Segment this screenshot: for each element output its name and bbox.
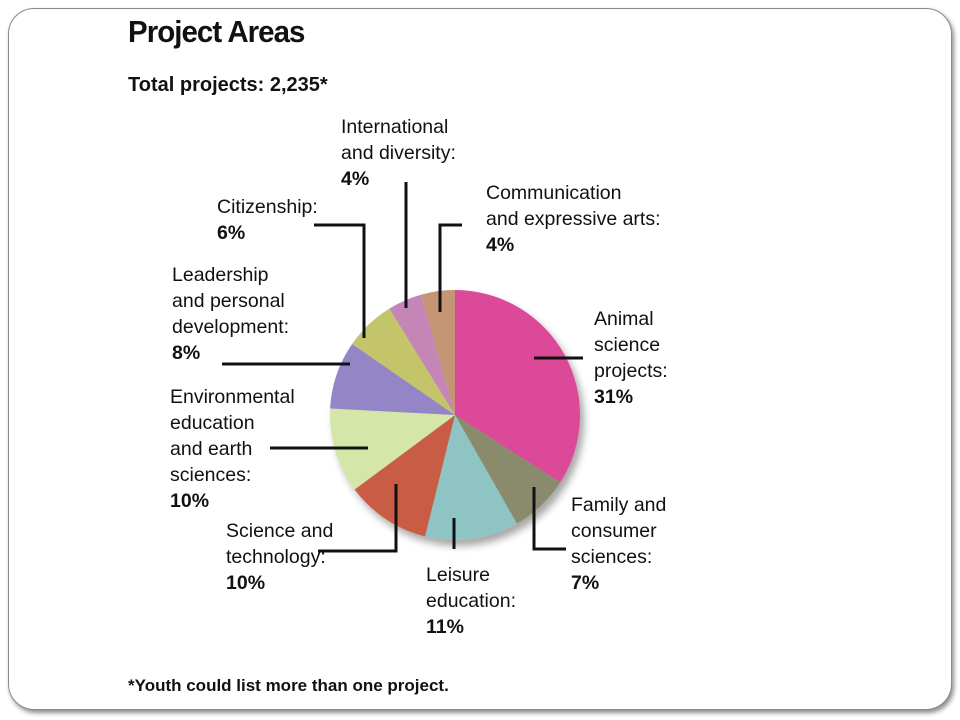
- slice-label-1: Animal science projects: 31%: [594, 306, 668, 410]
- slice-label-line: Family and: [571, 494, 667, 516]
- slice-label-line: Citizenship:: [217, 196, 318, 218]
- slice-label-5: Environmental education and earth sciences:…: [170, 384, 295, 514]
- pie-slice-8: [389, 294, 455, 415]
- leader-line-4: [318, 484, 398, 553]
- pie-slice-5: [330, 408, 455, 490]
- slice-label-line: consumer: [571, 520, 657, 542]
- chart-title: Project Areas: [128, 14, 305, 49]
- pie-slice-3: [425, 415, 517, 541]
- slice-label-line: education: [170, 412, 255, 434]
- slice-label-line: Leadership: [172, 264, 269, 286]
- slice-label-line: Communication: [486, 182, 622, 204]
- slice-label-line: science: [594, 334, 661, 356]
- pie-slice-6: [330, 343, 455, 415]
- slice-percent: 31%: [594, 386, 634, 408]
- slice-label-line: and expressive arts:: [486, 208, 661, 230]
- slice-label-line: technology:: [226, 546, 326, 568]
- slice-label-line: and earth: [170, 438, 253, 460]
- slice-label-line: sciences:: [571, 546, 653, 568]
- slice-percent: 7%: [571, 572, 600, 594]
- slice-label-line: projects:: [594, 360, 668, 382]
- slice-label-line: sciences:: [170, 464, 252, 486]
- pie-slice-4: [354, 415, 455, 537]
- slice-percent: 11%: [426, 616, 464, 638]
- slice-label-line: development:: [172, 316, 290, 338]
- chart-subtitle: Total projects: 2,235*: [128, 74, 328, 96]
- slice-label-2: Family and consumer sciences: 7%: [571, 492, 666, 596]
- leader-line-9: [438, 223, 462, 312]
- slice-percent: 6%: [217, 222, 246, 244]
- slice-label-line: and diversity:: [341, 142, 456, 164]
- slice-label-6: Leadership and personal development: 8%: [172, 262, 289, 366]
- pie-slice-9: [420, 290, 455, 415]
- slice-percent: 4%: [341, 168, 370, 190]
- leader-line-7: [314, 223, 366, 338]
- slice-label-8: International and diversity: 4%: [341, 114, 456, 192]
- slice-label-line: Animal: [594, 308, 654, 330]
- slice-label-line: Science and: [226, 520, 334, 542]
- pie-slice-1: [455, 290, 581, 483]
- slice-percent: 10%: [226, 572, 266, 594]
- slice-label-9: Communication and expressive arts: 4%: [486, 180, 661, 258]
- slice-label-line: education:: [426, 590, 516, 612]
- slice-percent: 10%: [170, 490, 210, 512]
- slice-label-line: and personal: [172, 290, 285, 312]
- slice-percent: 8%: [172, 342, 201, 364]
- slice-percent: 4%: [486, 234, 515, 256]
- slice-label-line: Environmental: [170, 386, 295, 408]
- footnote: *Youth could list more than one project.: [128, 676, 449, 695]
- slice-label-line: International: [341, 116, 449, 138]
- slice-label-line: Leisure: [426, 564, 490, 586]
- leader-line-2: [532, 487, 566, 551]
- slice-label-3: Leisure education: 11%: [426, 562, 516, 640]
- pie-slice-7: [352, 308, 455, 415]
- slice-label-4: Science and technology: 10%: [226, 518, 333, 596]
- slice-label-7: Citizenship: 6%: [217, 194, 318, 246]
